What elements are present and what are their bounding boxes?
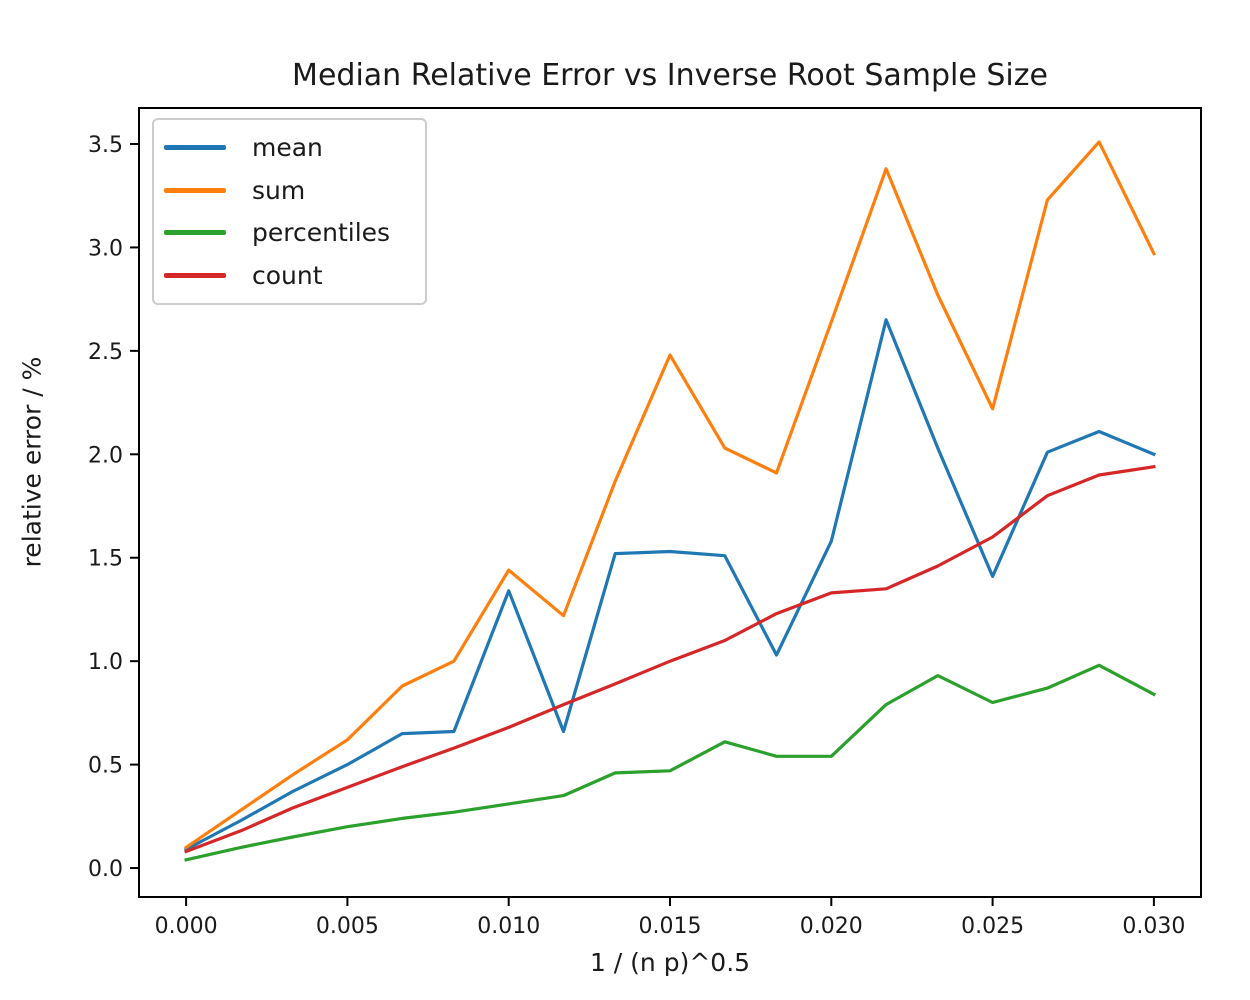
legend-line-percentiles-icon bbox=[164, 230, 226, 236]
y-tick-label: 1.5 bbox=[88, 547, 123, 572]
x-tick-label: 0.010 bbox=[477, 914, 540, 939]
legend: mean sum percentiles count bbox=[152, 118, 427, 305]
y-tick-label: 3.0 bbox=[88, 236, 123, 261]
legend-item-percentiles: percentiles bbox=[164, 220, 425, 245]
x-tick-label: 0.020 bbox=[800, 914, 863, 939]
legend-item-count: count bbox=[164, 263, 425, 288]
legend-label-count: count bbox=[252, 261, 323, 291]
x-tick-label: 0.025 bbox=[961, 914, 1024, 939]
series-line-mean bbox=[183, 318, 1156, 852]
x-tick-label: 0.000 bbox=[155, 914, 218, 939]
legend-label-mean: mean bbox=[252, 132, 323, 162]
legend-line-sum-icon bbox=[164, 187, 226, 193]
legend-label-sum: sum bbox=[252, 175, 306, 205]
chart-title: Median Relative Error vs Inverse Root Sa… bbox=[292, 58, 1048, 93]
legend-item-sum: sum bbox=[164, 178, 425, 203]
y-tick-label: 3.5 bbox=[88, 133, 123, 158]
y-tick-label: 2.5 bbox=[88, 340, 123, 365]
legend-line-mean-icon bbox=[164, 144, 226, 150]
x-tick-label: 0.030 bbox=[1122, 914, 1185, 939]
series-line-count bbox=[184, 464, 1156, 854]
x-axis-label: 1 / (n p)^0.5 bbox=[589, 948, 751, 977]
y-axis-label: relative error / % bbox=[17, 356, 47, 568]
x-tick-label: 0.005 bbox=[316, 914, 379, 939]
legend-item-mean: mean bbox=[164, 135, 425, 160]
y-tick-label: 0.0 bbox=[88, 857, 123, 882]
series-line-sum bbox=[183, 140, 1157, 850]
x-tick-label: 0.015 bbox=[639, 914, 702, 939]
legend-label-percentiles: percentiles bbox=[252, 218, 391, 248]
y-tick-label: 2.0 bbox=[88, 443, 123, 468]
series-line-percentiles bbox=[184, 663, 1157, 862]
axes-frame bbox=[138, 107, 1202, 898]
y-tick-label: 0.5 bbox=[88, 754, 123, 779]
y-tick-label: 1.0 bbox=[88, 650, 123, 675]
legend-line-count-icon bbox=[164, 273, 226, 279]
